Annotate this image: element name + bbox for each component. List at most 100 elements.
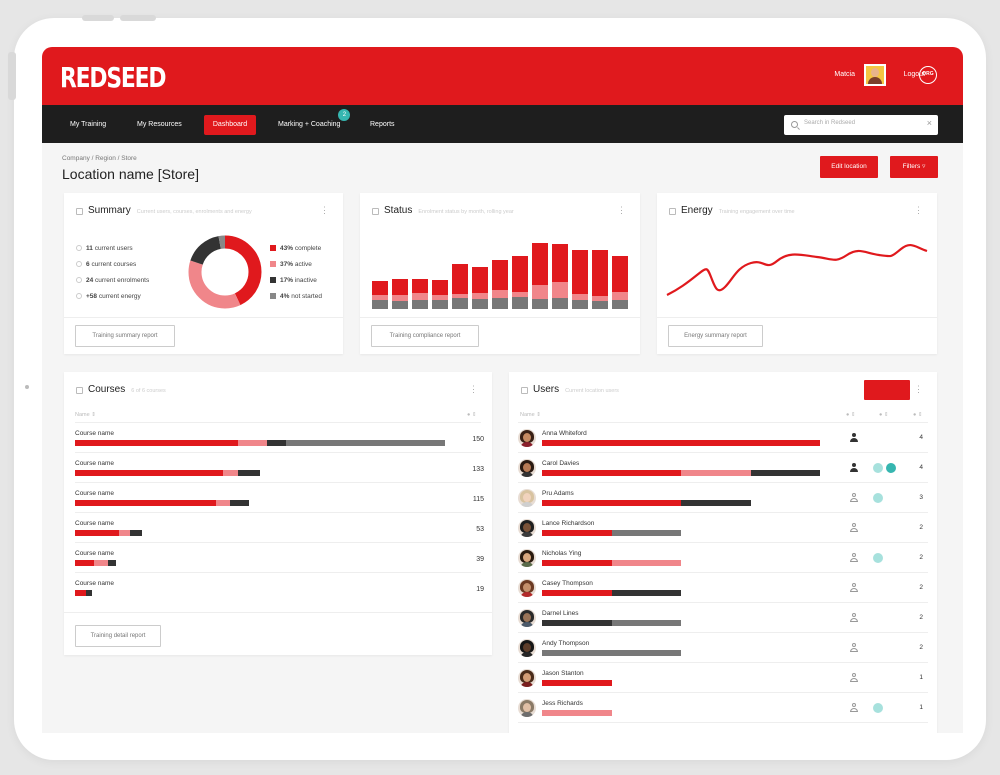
user-avatar[interactable]	[518, 429, 536, 447]
user-avatar[interactable]	[518, 519, 536, 537]
user-avatar[interactable]	[518, 609, 536, 627]
user-avatar[interactable]	[518, 459, 536, 477]
user-course-count: 3	[919, 494, 923, 501]
course-name[interactable]: Course name	[75, 520, 115, 527]
user-avatar[interactable]	[518, 549, 536, 567]
status-bar-segment	[412, 300, 428, 309]
bar-segment	[75, 470, 223, 476]
bar-segment	[542, 680, 612, 686]
marking-badge-icon[interactable]	[873, 703, 883, 713]
users-name-column-header[interactable]: Name ⇕	[520, 412, 541, 418]
status-bar-segment	[532, 243, 548, 285]
bar-segment	[542, 470, 681, 476]
bar-segment	[267, 440, 286, 446]
logout-link[interactable]: Logout	[903, 71, 925, 78]
training-summary-report-button[interactable]: Training summary report	[75, 325, 175, 347]
user-progress-bar	[542, 470, 820, 476]
user-name[interactable]: Nicholas Ying	[542, 550, 582, 557]
user-name[interactable]: Darnel Lines	[542, 610, 579, 617]
legend-active: 37% active	[270, 261, 312, 268]
user-name[interactable]: Carol Davies	[542, 460, 580, 467]
bar-segment	[237, 440, 268, 446]
edit-location-button[interactable]: Edit location	[820, 156, 878, 178]
users-icon	[521, 387, 528, 394]
user-course-count: 2	[919, 524, 923, 531]
training-compliance-report-button[interactable]: Training compliance report	[371, 325, 479, 347]
user-name[interactable]: Casey Thompson	[542, 580, 593, 587]
courses-menu-icon[interactable]: ⋮	[469, 384, 478, 394]
add-user-button[interactable]	[864, 380, 910, 400]
status-bar-segment	[592, 250, 608, 296]
users-count-column-header[interactable]: ● ⇕	[913, 412, 923, 418]
course-name[interactable]: Course name	[75, 460, 115, 467]
clear-icon[interactable]: ×	[926, 118, 932, 128]
status-bar-segment	[592, 301, 608, 309]
status-bar-segment	[472, 299, 488, 309]
user-name[interactable]: Jason Stanton	[542, 670, 584, 677]
course-name[interactable]: Course name	[75, 580, 115, 587]
user-name[interactable]: Lance Richardson	[542, 520, 595, 527]
filter-icon: ▿	[922, 163, 926, 170]
status-bar-segment	[532, 285, 548, 299]
user-avatar[interactable]	[864, 64, 886, 86]
courses-name-column-header[interactable]: Name ⇕	[75, 412, 96, 418]
nav-reports[interactable]: Reports	[370, 121, 395, 128]
search-input[interactable]: Search in Redseed	[804, 120, 856, 126]
status-bar-chart	[372, 243, 628, 309]
course-name[interactable]: Course name	[75, 550, 115, 557]
filters-button[interactable]: Filters ▿	[890, 156, 938, 178]
status-bar-segment	[552, 244, 568, 282]
bar-segment	[75, 440, 238, 446]
users-card: Users Current location users ⋮ Name ⇕ ● ⇕…	[509, 372, 937, 733]
nav-marking-coaching[interactable]: Marking + Coaching 2	[272, 109, 351, 135]
coaching-badge-icon[interactable]	[886, 463, 896, 473]
user-name[interactable]: Andy Thompson	[542, 640, 590, 647]
status-menu-icon[interactable]: ⋮	[617, 205, 626, 215]
user-progress-bar	[542, 440, 820, 446]
course-name[interactable]: Course name	[75, 490, 115, 497]
course-progress-bar	[75, 470, 260, 476]
user-avatar[interactable]	[518, 639, 536, 657]
bar-segment	[542, 560, 612, 566]
status-bar-segment	[372, 281, 388, 295]
user-avatar[interactable]	[518, 669, 536, 687]
energy-summary-report-button[interactable]: Energy summary report	[668, 325, 763, 347]
bar-segment	[611, 530, 681, 536]
user-avatar[interactable]	[518, 699, 536, 717]
bar-segment	[93, 560, 109, 566]
energy-icon	[76, 293, 82, 300]
user-name[interactable]: Pru Adams	[542, 490, 574, 497]
energy-menu-icon[interactable]: ⋮	[914, 205, 923, 215]
users-badges-column-header[interactable]: ● ⇕	[879, 412, 889, 418]
search-box[interactable]: Search in Redseed ×	[784, 115, 938, 135]
user-progress-bar	[542, 560, 681, 566]
org-badge[interactable]: ORG	[919, 66, 937, 84]
status-bar-segment	[492, 298, 508, 309]
user-name[interactable]: Matcia	[834, 71, 855, 78]
user-name[interactable]: Anna Whiteford	[542, 430, 587, 437]
energy-subtitle: Training engagement over time	[718, 209, 795, 215]
energy-line-chart	[666, 243, 928, 296]
users-menu-icon[interactable]: ⋮	[914, 384, 923, 394]
users-subtitle: Current location users	[565, 388, 619, 394]
users-role-column-header[interactable]: ● ⇕	[846, 412, 856, 418]
summary-menu-icon[interactable]: ⋮	[320, 205, 329, 215]
user-avatar[interactable]	[518, 489, 536, 507]
course-name[interactable]: Course name	[75, 430, 115, 437]
courses-count-column-header[interactable]: ● ⇕	[467, 412, 477, 418]
user-name[interactable]: Jess Richards	[542, 700, 583, 707]
marking-badge-icon[interactable]	[873, 493, 883, 503]
user-avatar[interactable]	[518, 579, 536, 597]
redseed-logo[interactable]: REDSEED	[60, 61, 167, 94]
nav-dashboard[interactable]: Dashboard	[204, 115, 256, 135]
nav-my-resources[interactable]: My Resources	[137, 121, 182, 128]
tablet-button	[82, 15, 114, 21]
nav-my-training[interactable]: My Training	[70, 121, 107, 128]
row-divider	[75, 512, 481, 513]
breadcrumb[interactable]: Company / Region / Store	[62, 155, 137, 162]
marking-badge-icon[interactable]	[873, 553, 883, 563]
row-divider	[518, 692, 928, 693]
page-title: Location name [Store]	[62, 166, 199, 182]
training-detail-report-button[interactable]: Training detail report	[75, 625, 161, 647]
marking-badge-icon[interactable]	[873, 463, 883, 473]
